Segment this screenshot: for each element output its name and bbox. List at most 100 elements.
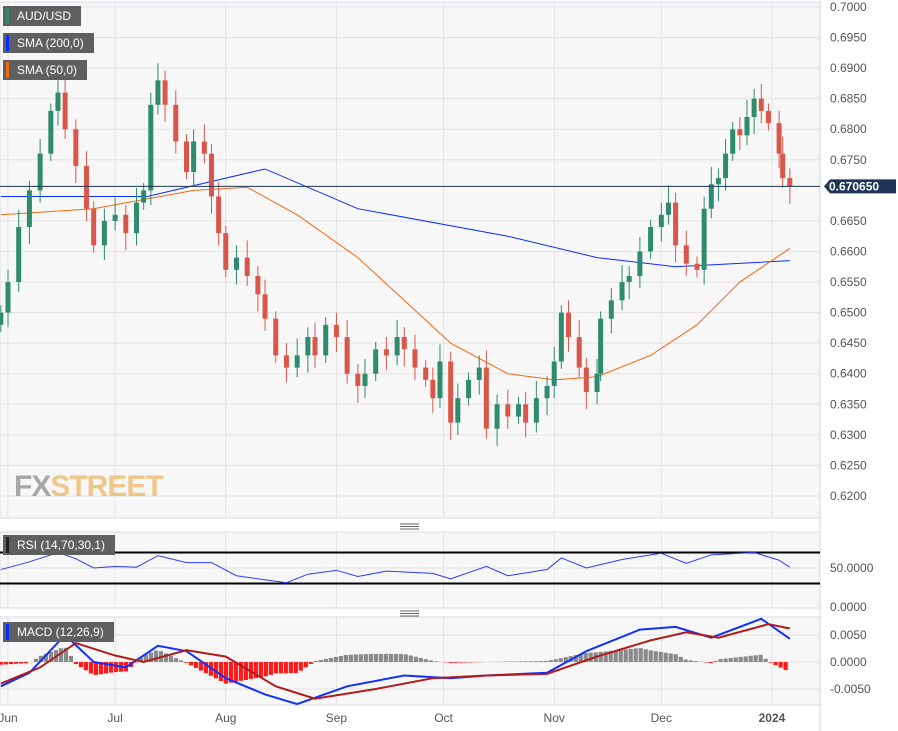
candle-body [162, 80, 168, 105]
macd-histogram-bar [738, 656, 743, 662]
candle-body [665, 202, 671, 215]
candle-body [776, 123, 782, 154]
macd-histogram-bar [718, 659, 723, 662]
logo-fx: FX [14, 470, 51, 503]
candle-body [533, 398, 539, 423]
y-tick-label: 0.6350 [830, 397, 867, 411]
candle-body [84, 165, 90, 209]
candle-body [16, 227, 22, 283]
candle-body [262, 294, 268, 319]
rsi-line [0, 551, 791, 584]
candle-body [598, 318, 604, 374]
macd-histogram-bar [428, 660, 433, 662]
macd-histogram-bar [538, 661, 543, 662]
macd-histogram-bar [643, 649, 648, 662]
legend-sma50[interactable]: SMA (50,0) [3, 60, 88, 80]
macd-histogram-bar [223, 662, 228, 684]
candle-body [637, 251, 643, 276]
macd-histogram-bar [18, 662, 24, 664]
candle-body [787, 178, 793, 187]
macd-histogram-bar [323, 658, 328, 662]
candle-body [123, 214, 129, 234]
candle-body [715, 178, 721, 185]
macd-histogram-bar [63, 647, 69, 662]
x-tick-label: Nov [544, 711, 565, 725]
macd-histogram-bar [358, 654, 363, 662]
candle-body [394, 337, 400, 356]
macd-histogram-bar [243, 662, 248, 680]
macd-histogram-bar [708, 662, 713, 664]
legend-sma200[interactable]: SMA (200,0) [3, 33, 94, 53]
rsi-y-tick: 0.0000 [830, 600, 867, 614]
macd-histogram-bar [523, 661, 528, 662]
candle-body [448, 361, 454, 423]
panel-main [0, 1, 821, 519]
legend-symbol[interactable]: AUD/USD [3, 6, 82, 26]
candle-body [730, 129, 736, 154]
macd-histogram-bar [98, 662, 104, 675]
macd-line [0, 617, 791, 706]
candle-body [373, 349, 379, 374]
macd-histogram-bar [463, 662, 468, 663]
macd-histogram-bar [573, 655, 578, 662]
macd-histogram-bar [413, 656, 418, 662]
macd-color-swatch [6, 624, 9, 640]
legend-symbol-label: AUD/USD [17, 9, 72, 23]
candle-body [91, 208, 97, 246]
macd-histogram-bar [383, 653, 388, 662]
y-tick-label: 0.6800 [830, 122, 867, 136]
macd-histogram-bar [408, 655, 413, 662]
macd-histogram-bar [103, 662, 109, 674]
macd-histogram-bar [13, 662, 19, 664]
macd-histogram-bar [268, 662, 273, 675]
macd-histogram-bar [388, 653, 393, 662]
macd-histogram-bar [88, 662, 94, 674]
candle-body [673, 202, 679, 246]
macd-y-tick: 0.0000 [830, 655, 867, 669]
macd-histogram-bar [728, 657, 733, 662]
candle-body [155, 80, 161, 105]
candle-body [362, 373, 368, 386]
macd-histogram-bar [153, 650, 158, 662]
macd-histogram-bar [113, 662, 119, 673]
candle-body [701, 208, 707, 270]
logo-street: STREET [50, 470, 163, 503]
candle-body [141, 190, 147, 203]
macd-histogram-bar [743, 656, 748, 662]
macd-histogram-bar [693, 661, 698, 662]
y-tick-label: 0.6200 [830, 489, 867, 503]
legend-rsi[interactable]: RSI (14,70,30,1) [3, 535, 116, 555]
x-tick-label: Oct [434, 711, 453, 725]
candle-body [208, 153, 214, 197]
candle-body [223, 233, 229, 270]
candle-body [233, 257, 239, 270]
macd-histogram-bar [258, 662, 263, 678]
macd-histogram-bar [293, 662, 298, 674]
macd-histogram-bar [673, 654, 678, 662]
macd-histogram-bar [263, 662, 268, 677]
macd-y-tick: -0.0050 [830, 682, 871, 696]
macd-histogram-bar [23, 662, 29, 664]
legend-macd-label: MACD (12,26,9) [17, 625, 104, 639]
macd-histogram-bar [58, 648, 64, 662]
macd-histogram-bar [378, 653, 383, 662]
macd-histogram-bar [453, 662, 458, 663]
legend-macd[interactable]: MACD (12,26,9) [3, 622, 114, 642]
macd-histogram-bar [753, 655, 758, 662]
macd-histogram-bar [418, 657, 423, 662]
macd-histogram-bar [288, 662, 293, 674]
candle-body [333, 324, 339, 338]
macd-histogram-bar [138, 657, 144, 662]
macd-histogram-bar [238, 662, 243, 681]
macd-histogram-bar [368, 654, 373, 662]
macd-histogram-bar [663, 652, 668, 662]
macd-histogram-bar [163, 653, 168, 662]
macd-histogram-bar [178, 660, 183, 662]
y-tick-label: 0.6400 [830, 367, 867, 381]
y-tick-label: 0.6250 [830, 458, 867, 472]
candle-body [62, 92, 68, 130]
macd-histogram-bar [253, 662, 258, 679]
macd-histogram-bar [603, 651, 608, 662]
candle-body [544, 385, 550, 399]
x-tick-label: 2024 [759, 711, 786, 725]
